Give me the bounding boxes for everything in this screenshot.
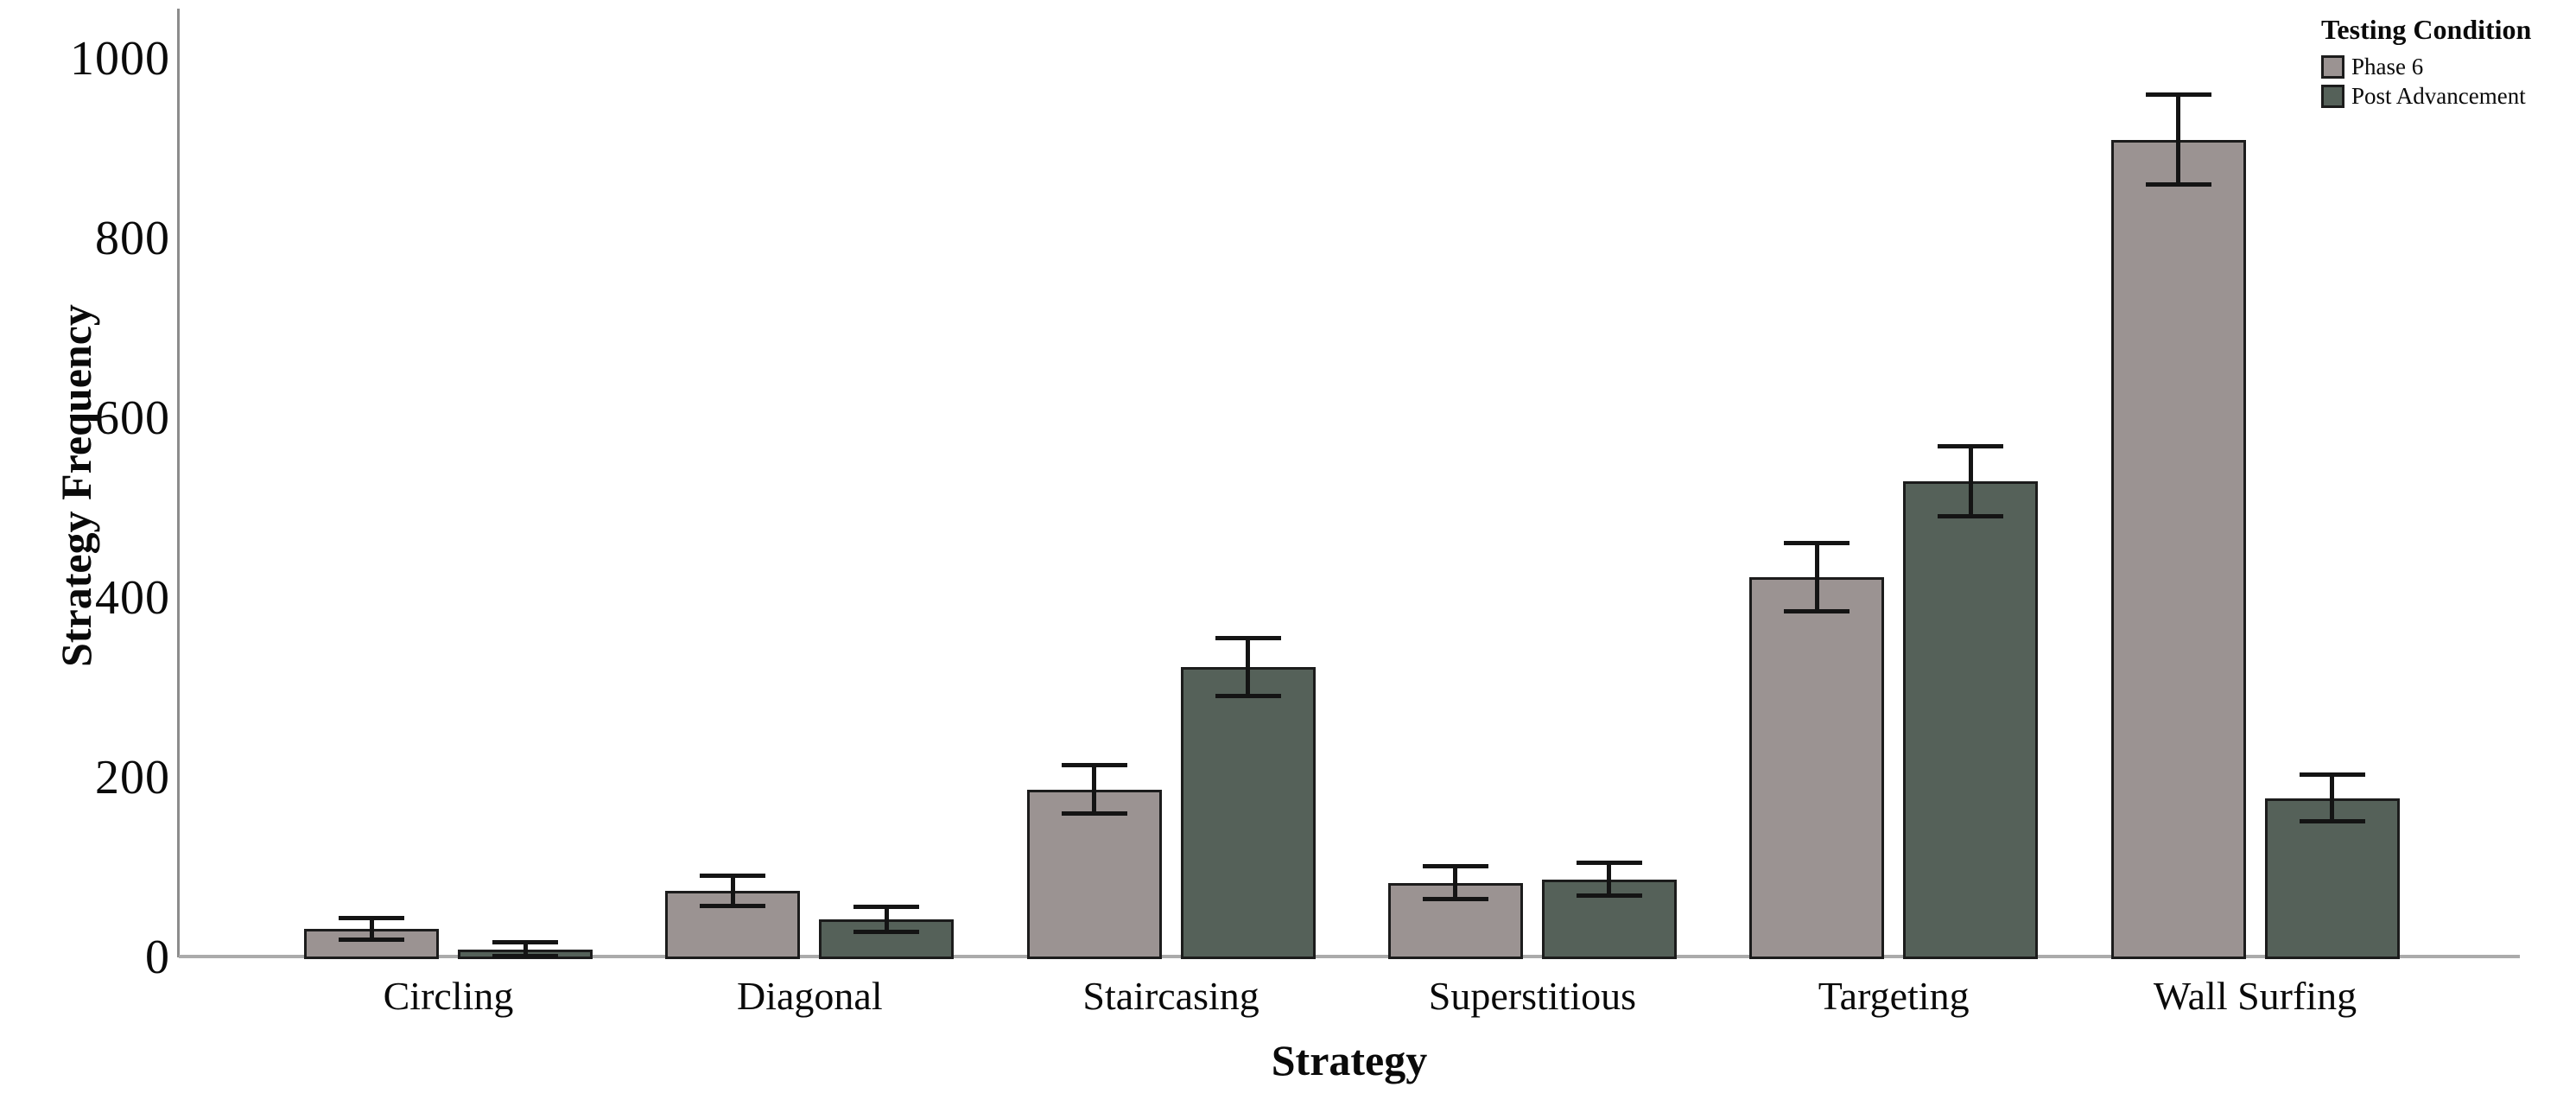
error-bar-bottom-cap-post-advancement-staircasing	[1215, 693, 1281, 698]
bar-phase-6-wall-surfing	[2110, 139, 2246, 959]
legend-item-label-phase-6: Phase 6	[2351, 54, 2424, 79]
x-category-label-diagonal: Diagonal	[736, 974, 883, 1018]
error-bar-bottom-cap-post-advancement-wall-surfing	[2299, 819, 2365, 824]
error-bar-bottom-cap-phase-6-diagonal	[700, 904, 766, 909]
error-bar-top-cap-phase-6-superstitious	[1422, 864, 1488, 869]
x-category-label-targeting: Targeting	[1818, 974, 1970, 1018]
y-tick-label-600: 600	[95, 391, 170, 445]
error-bar-bottom-cap-post-advancement-superstitious	[1576, 893, 1642, 898]
error-bar-line-phase-6-targeting	[1814, 543, 1819, 612]
error-bar-line-post-advancement-targeting	[1968, 446, 1973, 517]
error-bar-bottom-cap-post-advancement-diagonal	[853, 930, 920, 935]
error-bar-bottom-cap-post-advancement-targeting	[1938, 513, 2004, 518]
error-bar-top-cap-post-advancement-circling	[492, 939, 558, 944]
bar-phase-6-staircasing	[1026, 789, 1162, 959]
error-bar-bottom-cap-post-advancement-circling	[492, 954, 558, 959]
legend-rows: Phase 6 Post Advancement	[2321, 54, 2531, 110]
error-bar-line-phase-6-diagonal	[730, 875, 735, 906]
error-bar-line-post-advancement-circling	[523, 942, 528, 957]
x-axis-title: Strategy	[1271, 1036, 1428, 1084]
error-bar-line-phase-6-wall-surfing	[2176, 94, 2180, 185]
x-axis-line	[179, 955, 2520, 958]
y-tick-label-0: 0	[145, 931, 170, 984]
y-tick-label-1000: 1000	[70, 32, 170, 86]
error-bar-line-post-advancement-superstitious	[1607, 862, 1612, 896]
y-tick-label-400: 400	[95, 571, 170, 625]
bar-post-advancement-wall-surfing	[2264, 798, 2400, 959]
y-tick-label-200: 200	[95, 751, 170, 804]
error-bar-bottom-cap-phase-6-staircasing	[1061, 811, 1127, 817]
error-bar-line-phase-6-circling	[369, 918, 374, 940]
bar-phase-6-targeting	[1749, 577, 1885, 959]
error-bar-top-cap-post-advancement-targeting	[1938, 443, 2004, 448]
error-bar-top-cap-post-advancement-superstitious	[1576, 861, 1642, 866]
x-category-label-wall-surfing: Wall Surfing	[2153, 974, 2357, 1018]
legend-title: Testing Condition	[2321, 14, 2532, 45]
error-bar-line-post-advancement-diagonal	[884, 906, 889, 932]
error-bar-line-phase-6-staircasing	[1092, 765, 1097, 814]
legend-item-phase-6: Phase 6	[2321, 54, 2531, 80]
x-category-label-staircasing: Staircasing	[1082, 974, 1259, 1018]
x-category-label-superstitious: Superstitious	[1428, 974, 1637, 1018]
error-bar-top-cap-post-advancement-diagonal	[853, 905, 920, 910]
error-bar-top-cap-phase-6-wall-surfing	[2145, 92, 2211, 98]
y-tick-label-800: 800	[95, 212, 170, 265]
error-bar-bottom-cap-phase-6-targeting	[1784, 609, 1850, 614]
legend-item-label-post-advancement: Post Advancement	[2351, 83, 2526, 109]
legend: Testing Condition Phase 6 Post Advancemen…	[2321, 14, 2531, 112]
error-bar-top-cap-phase-6-targeting	[1784, 541, 1850, 546]
error-bar-top-cap-phase-6-circling	[339, 915, 404, 920]
legend-swatch-phase-6	[2321, 55, 2344, 79]
error-bar-top-cap-post-advancement-wall-surfing	[2299, 772, 2365, 778]
error-bar-top-cap-post-advancement-staircasing	[1215, 636, 1281, 641]
error-bar-line-post-advancement-wall-surfing	[2330, 774, 2334, 822]
error-bar-line-post-advancement-staircasing	[1246, 638, 1251, 696]
error-bar-bottom-cap-phase-6-circling	[339, 937, 404, 942]
error-bar-top-cap-phase-6-diagonal	[700, 873, 766, 878]
y-axis-line	[177, 9, 180, 957]
x-category-label-circling: Circling	[383, 974, 514, 1018]
error-bar-line-phase-6-superstitious	[1453, 866, 1458, 899]
bar-post-advancement-staircasing	[1180, 667, 1316, 959]
error-bar-top-cap-phase-6-staircasing	[1061, 762, 1127, 767]
error-bar-bottom-cap-phase-6-wall-surfing	[2145, 182, 2211, 188]
legend-item-post-advancement: Post Advancement	[2321, 83, 2531, 110]
bar-post-advancement-targeting	[1903, 480, 2039, 959]
error-bar-bottom-cap-phase-6-superstitious	[1422, 896, 1488, 901]
legend-swatch-post-advancement	[2321, 85, 2344, 108]
